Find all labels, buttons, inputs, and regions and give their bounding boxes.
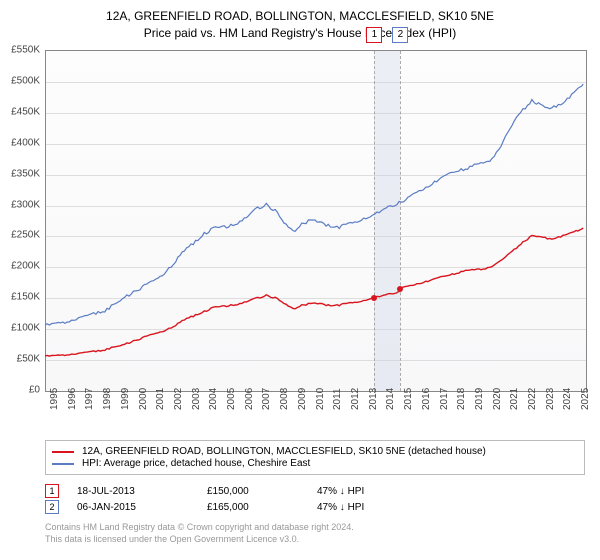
title-line-2: Price paid vs. HM Land Registry's House … [0,25,600,42]
event-price: £165,000 [207,502,317,513]
x-axis-label: 2010 [315,388,326,410]
y-axis-label: £400K [0,137,40,148]
chart-area: 12 £0£50K£100K£150K£200K£250K£300K£350K£… [45,50,585,410]
series-blue [45,84,583,325]
event-hpi: 47% ↓ HPI [317,502,437,513]
legend-box: 12A, GREENFIELD ROAD, BOLLINGTON, MACCLE… [45,440,585,475]
legend-row: HPI: Average price, detached house, Ches… [52,458,578,469]
x-axis-label: 2013 [368,388,379,410]
x-axis-label: 1997 [84,388,95,410]
x-axis-label: 2005 [226,388,237,410]
legend-row: 12A, GREENFIELD ROAD, BOLLINGTON, MACCLE… [52,446,578,457]
marker-box: 1 [366,27,382,43]
footer-line-1: Contains HM Land Registry data © Crown c… [45,522,354,534]
x-axis-label: 2006 [244,388,255,410]
footer-line-2: This data is licensed under the Open Gov… [45,534,354,546]
legend-swatch [52,463,74,465]
event-date: 06-JAN-2015 [77,502,207,513]
y-axis-label: £150K [0,292,40,303]
event-marker-box: 1 [45,484,59,498]
x-axis-label: 2000 [138,388,149,410]
line-series-svg [45,50,585,390]
series-red [45,228,583,356]
y-axis-label: £0 [0,385,40,396]
y-axis-label: £500K [0,75,40,86]
chart-container: 12A, GREENFIELD ROAD, BOLLINGTON, MACCLE… [0,0,600,560]
x-axis-label: 2019 [474,388,485,410]
x-axis-label: 2021 [509,388,520,410]
y-axis-label: £200K [0,261,40,272]
x-axis-label: 2015 [403,388,414,410]
event-row: 1 18-JUL-2013£150,00047% ↓ HPI [45,484,585,498]
x-axis-label: 2025 [580,388,591,410]
x-axis-label: 2009 [297,388,308,410]
y-axis-label: £350K [0,168,40,179]
marker-box: 2 [392,27,408,43]
x-axis-label: 2020 [492,388,503,410]
event-price: £150,000 [207,486,317,497]
y-axis-label: £100K [0,323,40,334]
event-date: 18-JUL-2013 [77,486,207,497]
x-axis-label: 2001 [155,388,166,410]
y-axis-label: £550K [0,45,40,56]
title-block: 12A, GREENFIELD ROAD, BOLLINGTON, MACCLE… [0,0,600,42]
x-axis-label: 2002 [173,388,184,410]
legend-label: HPI: Average price, detached house, Ches… [82,458,310,469]
x-axis-label: 2008 [279,388,290,410]
event-marker-box: 2 [45,500,59,514]
event-table: 1 18-JUL-2013£150,00047% ↓ HPI 2 06-JAN-201… [45,482,585,516]
legend-label: 12A, GREENFIELD ROAD, BOLLINGTON, MACCLE… [82,446,486,457]
x-axis-label: 2016 [421,388,432,410]
y-axis-label: £250K [0,230,40,241]
x-axis-label: 2022 [527,388,538,410]
x-axis-label: 2007 [261,388,272,410]
y-axis-label: £50K [0,354,40,365]
title-line-1: 12A, GREENFIELD ROAD, BOLLINGTON, MACCLE… [0,8,600,25]
event-hpi: 47% ↓ HPI [317,486,437,497]
x-axis-label: 2012 [350,388,361,410]
x-axis-label: 1998 [102,388,113,410]
event-row: 2 06-JAN-2015£165,00047% ↓ HPI [45,500,585,514]
x-axis-label: 2023 [545,388,556,410]
x-axis-label: 2014 [385,388,396,410]
x-axis-label: 2011 [332,388,343,410]
x-axis-label: 2003 [191,388,202,410]
x-axis-label: 1996 [67,388,78,410]
x-axis-label: 2018 [456,388,467,410]
x-axis-label: 2017 [439,388,450,410]
y-axis-label: £300K [0,199,40,210]
x-axis-label: 1995 [49,388,60,410]
x-axis-label: 2004 [208,388,219,410]
y-axis-label: £450K [0,106,40,117]
x-axis-label: 2024 [562,388,573,410]
x-axis-label: 1999 [120,388,131,410]
footer-text: Contains HM Land Registry data © Crown c… [45,522,354,545]
legend-swatch [52,451,74,453]
